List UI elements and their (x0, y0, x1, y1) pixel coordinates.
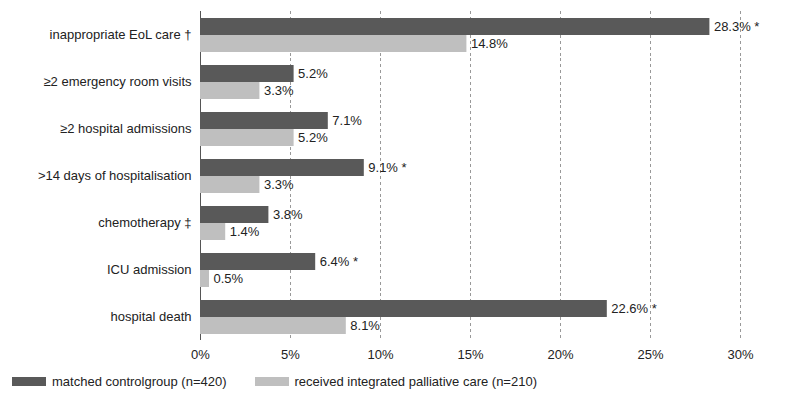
html-text:received integrated palliative: received integrated palliative care (n=2… (294, 374, 537, 389)
svg-text:inappropriate EoL care †: inappropriate EoL care † (50, 27, 192, 42)
svg-text:6.4% *: 6.4% * (320, 254, 358, 269)
svg-text:0%: 0% (191, 347, 210, 362)
svg-text:0.5%: 0.5% (214, 271, 244, 286)
svg-text:chemotherapy ‡: chemotherapy ‡ (98, 215, 191, 230)
svg-text:>14 days of hospitalisation: >14 days of hospitalisation (38, 168, 192, 183)
svg-text:5.2%: 5.2% (298, 66, 328, 81)
svg-text:1.4%: 1.4% (230, 224, 260, 239)
svg-text:7.1%: 7.1% (332, 113, 362, 128)
svg-text:5%: 5% (281, 347, 300, 362)
svg-text:3.3%: 3.3% (264, 177, 294, 192)
svg-text:30%: 30% (727, 347, 753, 362)
svg-text:hospital death: hospital death (111, 309, 192, 324)
html-text:matched controlgroup (n=420): matched controlgroup (n=420) (52, 374, 227, 389)
svg-text:8.1%: 8.1% (350, 318, 380, 333)
svg-text:14.8%: 14.8% (471, 36, 508, 51)
svg-text:10%: 10% (367, 347, 393, 362)
svg-text:9.1% *: 9.1% * (368, 160, 406, 175)
svg-text:≥2 emergency room visits: ≥2 emergency room visits (43, 74, 192, 89)
svg-text:20%: 20% (547, 347, 573, 362)
svg-text:15%: 15% (457, 347, 483, 362)
svg-text:28.3% *: 28.3% * (714, 19, 760, 34)
svg-text:3.3%: 3.3% (264, 83, 294, 98)
svg-text:25%: 25% (637, 347, 663, 362)
svg-text:3.8%: 3.8% (273, 207, 303, 222)
svg-text:ICU admission: ICU admission (107, 262, 192, 277)
svg-text:22.6% *: 22.6% * (611, 301, 657, 316)
svg-text:5.2%: 5.2% (298, 130, 328, 145)
svg-text:≥2 hospital admissions: ≥2 hospital admissions (60, 121, 192, 136)
